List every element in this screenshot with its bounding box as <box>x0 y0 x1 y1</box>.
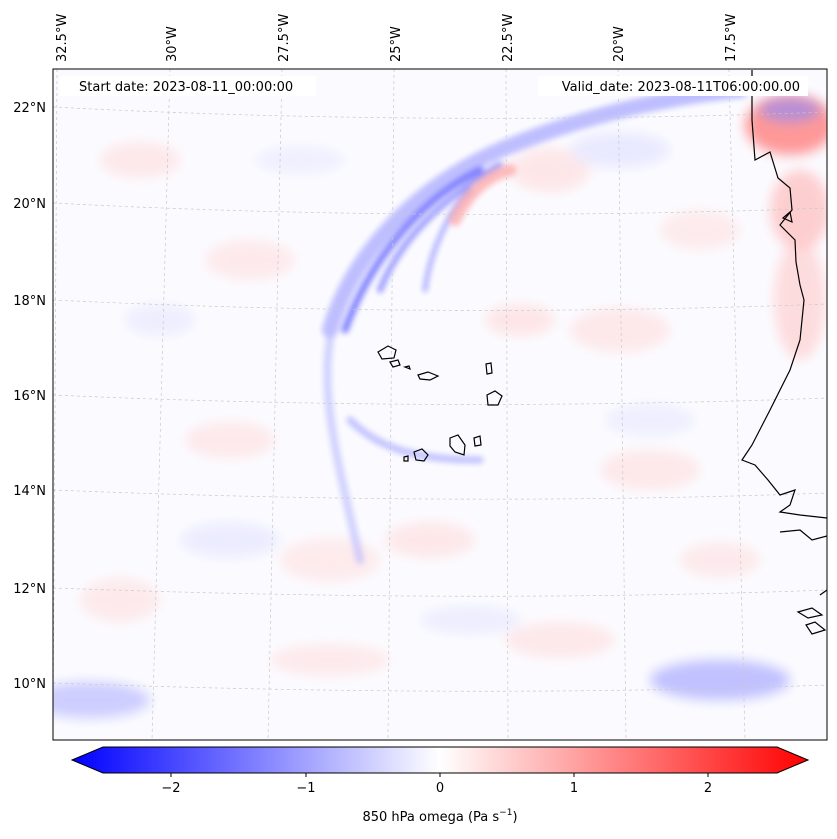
lon-label: 25°W <box>389 26 404 62</box>
island-outlines <box>377 345 503 462</box>
colorbar-label-text: 850 hPa omega (Pa s <box>362 810 499 825</box>
lon-label: 32.5°W <box>55 14 70 62</box>
longitude-labels: 32.5°W 30°W 27.5°W 25°W 22.5°W 20°W 17.5… <box>55 14 739 62</box>
map-frame <box>52 68 828 741</box>
map-panel: Start date: 2023-08-11_00:00:00 Valid_da… <box>52 68 828 741</box>
island-sao-nicolau <box>417 371 440 381</box>
island-santiago <box>449 434 466 456</box>
gridlines <box>53 69 827 740</box>
lon-label: 30°W <box>165 26 180 62</box>
island-sal <box>485 362 493 375</box>
lon-label: 27.5°W <box>277 14 292 62</box>
colorbar-label-close: ) <box>512 810 517 825</box>
island-sao-vicente <box>389 359 401 368</box>
colorbar-label: 850 hPa omega (Pa s−1) <box>362 808 517 825</box>
lat-label: 10°N <box>13 677 46 692</box>
coastlines <box>741 70 827 635</box>
colorbar-tick-label: 0 <box>436 781 444 796</box>
lat-label: 12°N <box>13 582 46 597</box>
lat-label: 14°N <box>13 484 46 499</box>
island-santo-antao <box>377 345 397 360</box>
lon-label: 20°W <box>612 26 627 62</box>
island-brava <box>403 455 409 462</box>
island-boa-vista <box>486 390 503 406</box>
lon-label: 22.5°W <box>501 14 516 62</box>
colorbar-ticks <box>170 773 709 777</box>
island-maio <box>473 435 482 447</box>
island-fogo <box>413 448 429 462</box>
latitude-labels: 22°N 20°N 18°N 16°N 14°N 12°N 10°N <box>13 101 46 692</box>
colorbar-tick-label: 1 <box>570 781 578 796</box>
colorbar-tick-label: −2 <box>161 781 180 796</box>
start-date-box <box>60 76 316 96</box>
colorbar-body <box>70 746 810 774</box>
island-santa-luzia <box>403 365 411 371</box>
lon-label: 17.5°W <box>724 14 739 62</box>
lat-label: 18°N <box>13 294 46 309</box>
colorbar: −2 −1 0 1 2 850 hPa omega (Pa s−1) <box>70 746 810 825</box>
colorbar-tick-label: 2 <box>704 781 712 796</box>
lat-label: 16°N <box>13 389 46 404</box>
valid-date-box <box>538 76 808 96</box>
colorbar-label-sup: −1 <box>499 808 512 818</box>
start-date-label: Start date: 2023-08-11_00:00:00 <box>79 80 293 95</box>
omega-field <box>53 82 827 718</box>
colorbar-tick-label: −1 <box>296 781 315 796</box>
lat-label: 20°N <box>13 197 46 212</box>
lat-label: 22°N <box>13 101 46 116</box>
valid-date-label: Valid_date: 2023-08-11T06:00:00.00 <box>562 80 800 95</box>
